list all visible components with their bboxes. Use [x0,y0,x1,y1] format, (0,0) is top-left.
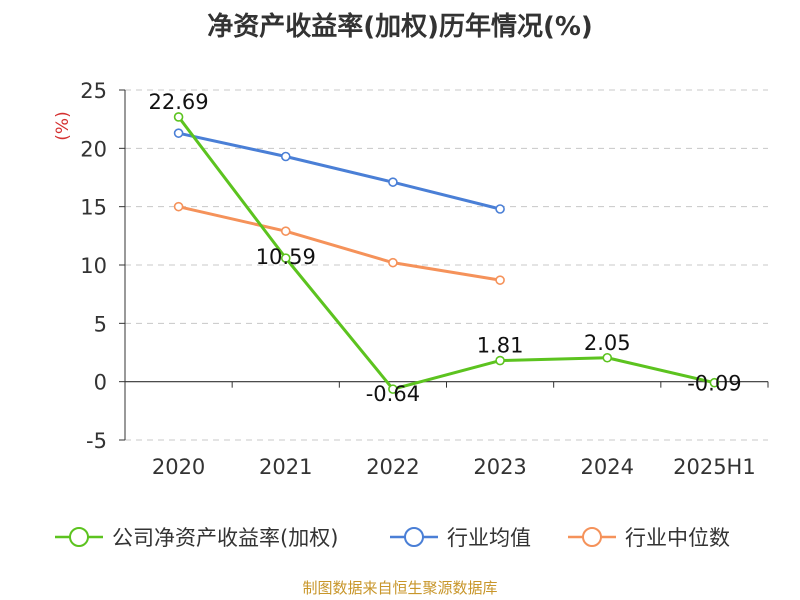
data-point [495,204,505,214]
legend-swatch-marker [404,527,424,547]
legend: 公司净资产收益率(加权) 行业均值 行业中位数 [55,526,730,550]
data-label: 10.59 [256,245,316,269]
x-tick-label: 2025H1 [673,455,756,479]
data-label: -0.09 [687,372,741,396]
data-point [173,112,184,122]
series-lines [173,112,720,394]
y-tick-label: 20 [80,137,107,161]
data-point [388,384,398,394]
legend-swatch-marker [582,527,602,547]
source-note: 制图数据来自恒生聚源数据库 [302,579,498,597]
y-tick-label: 10 [80,254,107,278]
legend-label: 行业中位数 [625,526,730,550]
y-axis-label: (%) [53,111,73,140]
data-point [280,151,291,162]
y-tick-label: 0 [94,371,107,395]
data-label: 1.81 [477,334,524,358]
data-label: -0.64 [366,382,420,406]
legend-item: 行业中位数 [568,526,730,550]
data-point [388,257,398,268]
x-tick-label: 2022 [366,455,419,479]
data-point [280,226,291,236]
data-point [173,128,184,138]
x-tick-label: 2024 [581,455,634,479]
y-tick-label: -5 [86,429,107,453]
legend-item: 公司净资产收益率(加权) [55,526,338,550]
legend-item: 行业均值 [390,526,531,550]
data-point [495,355,505,366]
data-point [709,377,720,388]
series-line [178,131,501,211]
x-tick-label: 2020 [152,455,205,479]
data-point [602,352,613,363]
x-tick-label: 2021 [259,455,312,479]
series-line [177,116,715,391]
data-labels: 22.69 10.59 -0.64 1.81 2.05 -0.09 [149,90,742,406]
legend-label: 行业均值 [447,526,531,550]
data-point [388,177,398,187]
y-tick-label: 15 [80,196,107,220]
axes: -5 0 5 10 15 20 25 2020 2021 2022 2023 2024 2025H1 (%… [53,79,769,479]
chart-title: 净资产收益率(加权)历年情况(%) [207,12,593,42]
legend-swatch-marker [69,527,89,547]
data-label: 22.69 [149,90,209,114]
y-tick-label: 25 [80,79,107,103]
data-point [280,253,291,263]
data-label: 2.05 [584,331,631,355]
x-tick-label: 2023 [473,455,526,479]
data-point [495,275,505,285]
data-point [173,201,184,212]
grid-lines [125,89,768,441]
y-tick-label: 5 [94,312,107,336]
legend-label: 公司净资产收益率(加权) [112,526,338,550]
series-line [178,205,501,282]
